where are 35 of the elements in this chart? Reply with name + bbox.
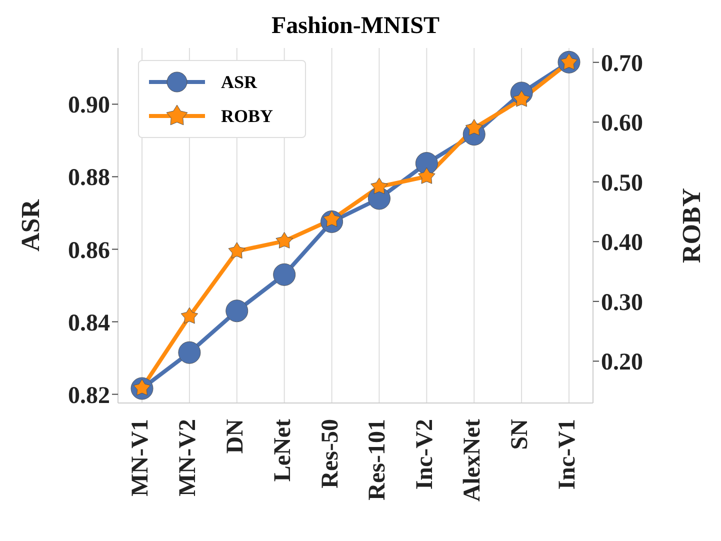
x-tick-label: SN bbox=[507, 418, 534, 450]
y-tick-label: 0.86 bbox=[68, 238, 110, 264]
legend-label: ASR bbox=[221, 72, 258, 92]
y-axis-title: ASR bbox=[16, 199, 46, 252]
point bbox=[226, 300, 248, 322]
x-tick-label: MN-V2 bbox=[174, 419, 201, 496]
y-tick-label: 0.84 bbox=[68, 310, 110, 336]
point bbox=[180, 307, 198, 324]
y2-tick-label: 0.70 bbox=[601, 50, 643, 77]
x-tick-label: MN-V1 bbox=[128, 419, 154, 496]
point bbox=[415, 152, 438, 175]
y2-tick-label: 0.50 bbox=[601, 170, 643, 196]
point bbox=[228, 242, 246, 259]
y-tick-label: 0.82 bbox=[68, 382, 110, 409]
x-tick-label: DN bbox=[222, 418, 248, 454]
x-tick-label: Res-101 bbox=[364, 419, 391, 500]
point bbox=[273, 263, 296, 286]
point bbox=[418, 167, 436, 184]
point bbox=[276, 232, 293, 248]
x-tick-label: AlexNet bbox=[460, 419, 486, 502]
x-tick-label: Inc-V2 bbox=[412, 419, 438, 490]
x-tick-label: Inc-V1 bbox=[554, 419, 581, 490]
y-tick-label: 0.88 bbox=[68, 165, 110, 192]
y2-tick-label: 0.60 bbox=[601, 110, 643, 137]
point bbox=[370, 178, 388, 194]
point bbox=[178, 341, 201, 364]
y2-axis-title: ROBY bbox=[677, 188, 706, 264]
y-tick-label: 0.90 bbox=[68, 92, 110, 119]
x-tick-label: Res-50 bbox=[317, 419, 344, 488]
chart-title: Fashion-MNIST bbox=[270, 12, 441, 41]
x-tick-label: LeNet bbox=[270, 418, 296, 482]
y2-tick-label: 0.40 bbox=[601, 230, 643, 256]
y2-tick-label: 0.30 bbox=[601, 290, 643, 316]
legend-label: ROBY bbox=[221, 106, 274, 126]
y2-tick-label: 0.20 bbox=[601, 350, 643, 376]
